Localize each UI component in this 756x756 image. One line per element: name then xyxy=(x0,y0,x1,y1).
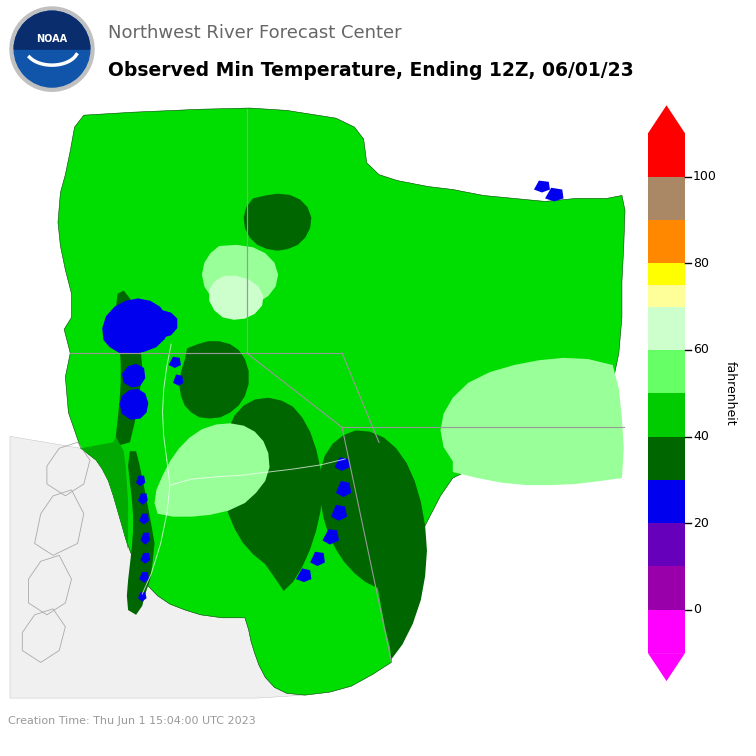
Bar xyxy=(648,523,685,566)
Bar xyxy=(648,480,685,523)
Polygon shape xyxy=(202,245,278,307)
Text: 60: 60 xyxy=(693,343,709,356)
Polygon shape xyxy=(138,494,147,505)
Polygon shape xyxy=(122,364,145,388)
Text: Northwest River Forecast Center: Northwest River Forecast Center xyxy=(108,24,401,42)
Polygon shape xyxy=(139,513,149,525)
Polygon shape xyxy=(141,553,150,564)
Polygon shape xyxy=(119,389,148,420)
Bar xyxy=(648,610,685,653)
Bar xyxy=(648,220,685,263)
Polygon shape xyxy=(648,653,685,681)
Text: Observed Min Temperature, Ending 12Z, 06/01/23: Observed Min Temperature, Ending 12Z, 06… xyxy=(108,60,634,79)
Text: 0: 0 xyxy=(693,603,701,616)
Polygon shape xyxy=(335,457,349,471)
Polygon shape xyxy=(243,194,311,251)
Text: NOAA: NOAA xyxy=(36,34,67,44)
Polygon shape xyxy=(310,552,325,566)
Polygon shape xyxy=(58,108,625,695)
Bar xyxy=(648,566,685,610)
Polygon shape xyxy=(169,357,181,368)
Polygon shape xyxy=(336,481,352,497)
Bar xyxy=(648,306,685,350)
Text: 80: 80 xyxy=(693,257,709,270)
Polygon shape xyxy=(138,592,147,602)
Text: 20: 20 xyxy=(693,516,709,530)
Polygon shape xyxy=(441,358,624,485)
Polygon shape xyxy=(102,299,169,355)
Polygon shape xyxy=(145,310,177,338)
Polygon shape xyxy=(141,533,150,544)
Polygon shape xyxy=(139,572,149,583)
Bar xyxy=(648,263,685,285)
Polygon shape xyxy=(179,341,249,419)
Polygon shape xyxy=(534,181,550,193)
Bar xyxy=(648,350,685,393)
Bar xyxy=(648,393,685,436)
Polygon shape xyxy=(81,436,128,550)
Polygon shape xyxy=(648,105,685,133)
Text: fahrenheit: fahrenheit xyxy=(723,361,736,426)
Bar xyxy=(648,285,685,306)
Text: 100: 100 xyxy=(693,170,717,183)
Polygon shape xyxy=(10,436,305,698)
Polygon shape xyxy=(127,451,154,615)
Polygon shape xyxy=(154,423,270,516)
Wedge shape xyxy=(14,11,90,49)
Polygon shape xyxy=(136,476,145,486)
Circle shape xyxy=(14,11,90,87)
Polygon shape xyxy=(116,290,142,445)
Bar xyxy=(648,177,685,220)
Polygon shape xyxy=(222,398,322,591)
Bar xyxy=(648,133,685,177)
Polygon shape xyxy=(322,529,339,544)
Circle shape xyxy=(10,7,94,91)
Polygon shape xyxy=(209,276,263,320)
Polygon shape xyxy=(173,374,184,386)
Text: Creation Time: Thu Jun 1 15:04:00 UTC 2023: Creation Time: Thu Jun 1 15:04:00 UTC 20… xyxy=(8,716,256,726)
Polygon shape xyxy=(296,569,311,582)
Bar xyxy=(648,436,685,480)
Polygon shape xyxy=(545,187,563,201)
Polygon shape xyxy=(319,430,427,659)
Text: 40: 40 xyxy=(693,430,709,443)
Polygon shape xyxy=(331,505,347,521)
